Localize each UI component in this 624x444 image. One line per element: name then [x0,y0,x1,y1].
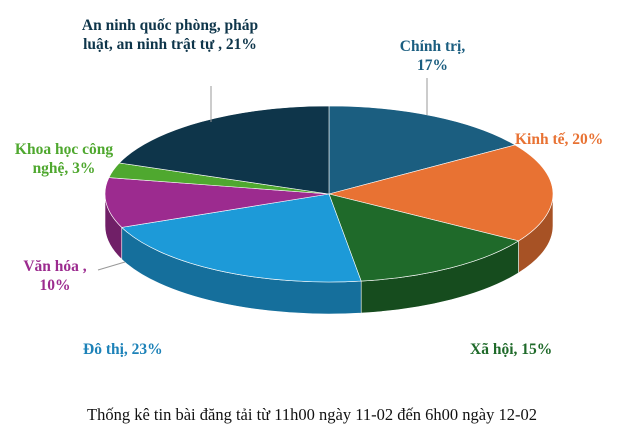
chart-caption: Thống kê tin bài đăng tải từ 11h00 ngày … [87,405,537,424]
data-label-khoa-hoc-cong-nghe: Khoa học công nghệ, 3% [14,141,114,177]
pie-slice [121,193,362,283]
pie-slice [328,193,520,282]
pie-slice [118,105,330,195]
leader-line-van-hoa [97,261,126,271]
data-label-chinh-tri: Chính trị, 17% [399,38,466,74]
pie-slice [328,144,554,242]
pie-slice [328,105,516,195]
data-label-kinh-te: Kinh tế, 20% [515,131,604,148]
data-label-an-ninh: An ninh quốc phòng, pháp luật, an ninh t… [81,17,259,53]
data-label-do-thi: Đô thị, 23% [83,341,163,358]
data-label-van-hoa: Văn hóa , 10% [23,258,87,294]
data-label-xa-hoi: Xã hội, 15% [470,341,553,358]
